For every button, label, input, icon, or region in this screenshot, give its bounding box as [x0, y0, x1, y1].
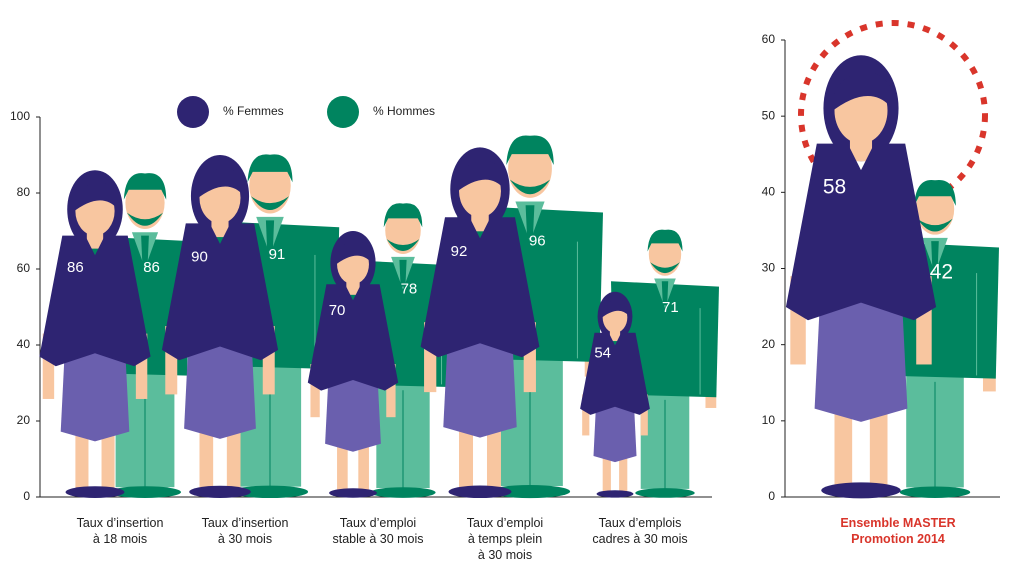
shoes — [189, 486, 251, 498]
y-tick-label: 20 — [17, 413, 31, 427]
shoes — [821, 482, 901, 498]
shoes — [370, 487, 435, 498]
category-label: Ensemble MASTER Promotion 2014 — [833, 515, 963, 547]
shoes — [635, 488, 694, 498]
value-label: 86 — [143, 259, 160, 276]
shoes — [449, 485, 512, 498]
shoes — [66, 486, 125, 498]
value-label: 92 — [451, 243, 468, 260]
blouse — [786, 144, 936, 321]
shoes — [329, 488, 377, 498]
y-tick-label: 40 — [17, 337, 31, 351]
legend-label: % Femmes — [223, 104, 284, 118]
value-label: 91 — [269, 246, 286, 263]
value-label: 71 — [662, 299, 679, 316]
value-label: 58 — [823, 175, 846, 198]
shoes — [597, 490, 634, 497]
category-label: Taux d’emploi stable à 30 mois — [313, 515, 443, 547]
y-tick-label: 60 — [17, 261, 31, 275]
value-label: 78 — [401, 280, 418, 297]
category-label: Taux d’emploi à temps plein à 30 mois — [440, 515, 570, 563]
y-tick-label: 80 — [17, 185, 31, 199]
y-tick-label: 20 — [762, 337, 776, 351]
category-label: Taux d’insertion à 30 mois — [180, 515, 310, 547]
category-label: Taux d’emplois cadres à 30 mois — [575, 515, 705, 547]
value-label: 90 — [191, 249, 208, 266]
value-label: 54 — [594, 344, 611, 361]
page: 02040608010086869190787096927154% Femmes… — [0, 0, 1010, 573]
y-tick-label: 0 — [768, 489, 775, 503]
value-label: 70 — [329, 302, 346, 319]
legend-label: % Hommes — [373, 104, 435, 118]
legend-swatch — [177, 96, 209, 128]
y-tick-label: 10 — [762, 413, 776, 427]
y-tick-label: 50 — [762, 108, 776, 122]
y-tick-label: 40 — [762, 185, 776, 199]
value-label: 96 — [529, 233, 546, 250]
y-tick-label: 0 — [23, 489, 30, 503]
chart: 02040608010086869190787096927154% Femmes… — [0, 0, 1010, 573]
y-tick-label: 60 — [762, 32, 776, 46]
value-label: 86 — [67, 259, 84, 276]
value-label: 42 — [930, 261, 953, 284]
y-tick-label: 100 — [10, 109, 30, 123]
legend-swatch — [327, 96, 359, 128]
y-tick-label: 30 — [762, 261, 776, 275]
category-label: Taux d’insertion à 18 mois — [55, 515, 185, 547]
shoes — [900, 486, 970, 498]
